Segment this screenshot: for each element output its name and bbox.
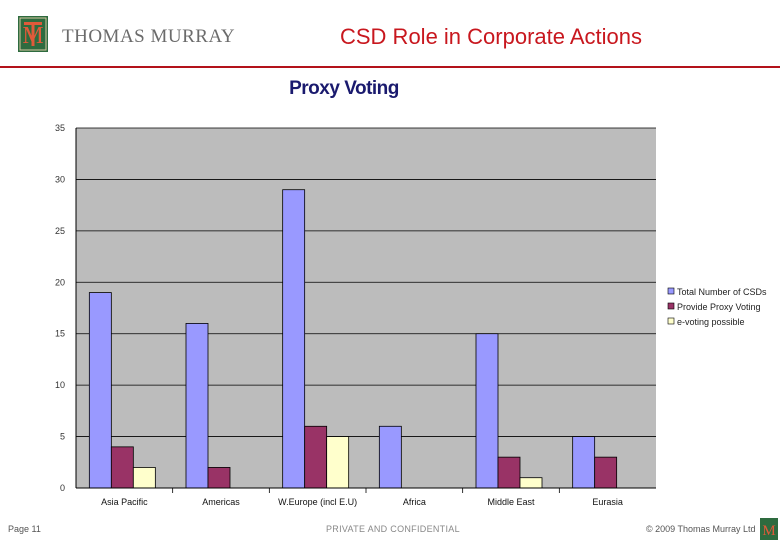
chart-title: Proxy Voting — [289, 78, 399, 99]
bar — [132, 467, 156, 489]
brand-name: THOMAS MURRAY — [62, 26, 236, 47]
bar — [304, 425, 328, 489]
x-tick-label: W.Europe (incl E.U) — [278, 497, 357, 507]
y-tick-label: 10 — [55, 380, 65, 390]
x-tick-label: Asia Pacific — [101, 497, 148, 507]
x-tick-label: Africa — [403, 497, 426, 507]
x-tick-label: Americas — [202, 497, 240, 507]
y-tick-label: 5 — [60, 432, 65, 442]
y-tick-label: 0 — [60, 483, 65, 493]
bar — [497, 456, 521, 489]
legend-swatch — [667, 317, 675, 325]
y-tick-label: 25 — [55, 226, 65, 236]
thomas-murray-logo-icon: M — [18, 16, 48, 52]
legend-swatch — [667, 302, 675, 310]
legend-swatch — [667, 287, 675, 295]
footer-logo-icon: M — [760, 518, 778, 540]
bar — [519, 477, 543, 489]
y-tick-label: 35 — [55, 123, 65, 133]
plot-area — [76, 128, 656, 488]
bar — [88, 292, 112, 489]
header-divider — [0, 66, 780, 68]
y-tick-label: 30 — [55, 174, 65, 184]
x-tick-label: Middle East — [487, 497, 535, 507]
bar — [594, 456, 618, 489]
legend-entry: Total Number of CSDs — [677, 287, 767, 297]
header: M THOMAS MURRAY CSD Role in Corporate Ac… — [0, 0, 780, 68]
bar — [326, 436, 350, 489]
legend-entry: Provide Proxy Voting — [677, 302, 761, 312]
slide-title: CSD Role in Corporate Actions — [340, 24, 643, 49]
legend-entry: e-voting possible — [677, 317, 745, 327]
footer: Page 11 PRIVATE AND CONFIDENTIAL © 2009 … — [0, 518, 780, 540]
bar — [475, 333, 499, 489]
confidential-notice: PRIVATE AND CONFIDENTIAL — [326, 524, 460, 534]
copyright: © 2009 Thomas Murray Ltd — [646, 524, 756, 534]
y-tick-label: 15 — [55, 329, 65, 339]
page-number: Page 11 — [8, 524, 41, 534]
bar — [110, 446, 134, 489]
bar — [572, 436, 596, 489]
proxy-voting-chart: 0 5 10 15 20 25 30 35 Asia Pacific Americas W.Euro… — [55, 123, 767, 507]
bar — [378, 425, 402, 489]
svg-text:M: M — [762, 523, 775, 539]
y-tick-label: 20 — [55, 277, 65, 287]
x-tick-label: Eurasia — [592, 497, 623, 507]
bar — [207, 467, 231, 489]
bar — [282, 189, 306, 489]
bar — [185, 323, 209, 489]
